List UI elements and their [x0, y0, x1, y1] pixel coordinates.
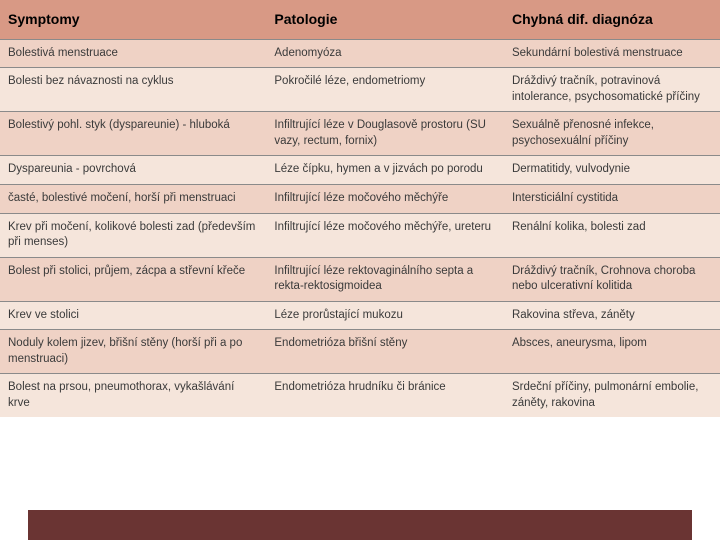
table-cell: Adenomyóza: [266, 39, 504, 68]
table-cell: Endometrióza hrudníku či bránice: [266, 374, 504, 418]
table-cell: Dermatitidy, vulvodynie: [504, 156, 720, 185]
col-header-diagnosis: Chybná dif. diagnóza: [504, 0, 720, 39]
footer-accent-bar: [28, 510, 692, 540]
table-cell: Sekundární bolestivá menstruace: [504, 39, 720, 68]
table-cell: Pokročilé léze, endometriomy: [266, 68, 504, 112]
table-cell: Noduly kolem jizev, břišní stěny (horší …: [0, 330, 266, 374]
table-row: Bolest na prsou, pneumothorax, vykašlává…: [0, 374, 720, 418]
table-cell: Bolestivý pohl. styk (dyspareunie) - hlu…: [0, 112, 266, 156]
table-cell: časté, bolestivé močení, horší při menst…: [0, 184, 266, 213]
table-cell: Srdeční příčiny, pulmonární embolie, zán…: [504, 374, 720, 418]
table-cell: Dráždivý tračník, potravinová intoleranc…: [504, 68, 720, 112]
table-cell: Infiltrující léze rektovaginálního septa…: [266, 257, 504, 301]
table-cell: Dyspareunia - povrchová: [0, 156, 266, 185]
symptoms-table: Symptomy Patologie Chybná dif. diagnóza …: [0, 0, 720, 417]
table-cell: Dráždivý tračník, Crohnova choroba nebo …: [504, 257, 720, 301]
table-cell: Bolest na prsou, pneumothorax, vykašlává…: [0, 374, 266, 418]
table-cell: Krev při močení, kolikové bolesti zad (p…: [0, 213, 266, 257]
table-row: Bolest při stolici, průjem, zácpa a stře…: [0, 257, 720, 301]
table-cell: Léze čípku, hymen a v jizvách po porodu: [266, 156, 504, 185]
table-cell: Bolestivá menstruace: [0, 39, 266, 68]
table-row: Bolestivá menstruaceAdenomyózaSekundární…: [0, 39, 720, 68]
table-cell: Endometrióza břišní stěny: [266, 330, 504, 374]
table-row: Bolesti bez návaznosti na cyklusPokročil…: [0, 68, 720, 112]
col-header-pathology: Patologie: [266, 0, 504, 39]
table-cell: Absces, aneurysma, lipom: [504, 330, 720, 374]
table-row: Dyspareunia - povrchováLéze čípku, hymen…: [0, 156, 720, 185]
table-row: časté, bolestivé močení, horší při menst…: [0, 184, 720, 213]
table-cell: Renální kolika, bolesti zad: [504, 213, 720, 257]
table-cell: Krev ve stolici: [0, 301, 266, 330]
table-row: Noduly kolem jizev, břišní stěny (horší …: [0, 330, 720, 374]
table-row: Bolestivý pohl. styk (dyspareunie) - hlu…: [0, 112, 720, 156]
table-cell: Infiltrující léze v Douglasově prostoru …: [266, 112, 504, 156]
table-row: Krev ve stoliciLéze prorůstající mukozuR…: [0, 301, 720, 330]
table-cell: Sexuálně přenosné infekce, psychosexuáln…: [504, 112, 720, 156]
col-header-symptoms: Symptomy: [0, 0, 266, 39]
table-row: Krev při močení, kolikové bolesti zad (p…: [0, 213, 720, 257]
table-cell: Infiltrující léze močového měchýře, uret…: [266, 213, 504, 257]
table-cell: Bolest při stolici, průjem, zácpa a stře…: [0, 257, 266, 301]
table-cell: Léze prorůstající mukozu: [266, 301, 504, 330]
table-cell: Bolesti bez návaznosti na cyklus: [0, 68, 266, 112]
table-cell: Intersticiální cystitida: [504, 184, 720, 213]
table-cell: Rakovina střeva, záněty: [504, 301, 720, 330]
table-cell: Infiltrující léze močového měchýře: [266, 184, 504, 213]
